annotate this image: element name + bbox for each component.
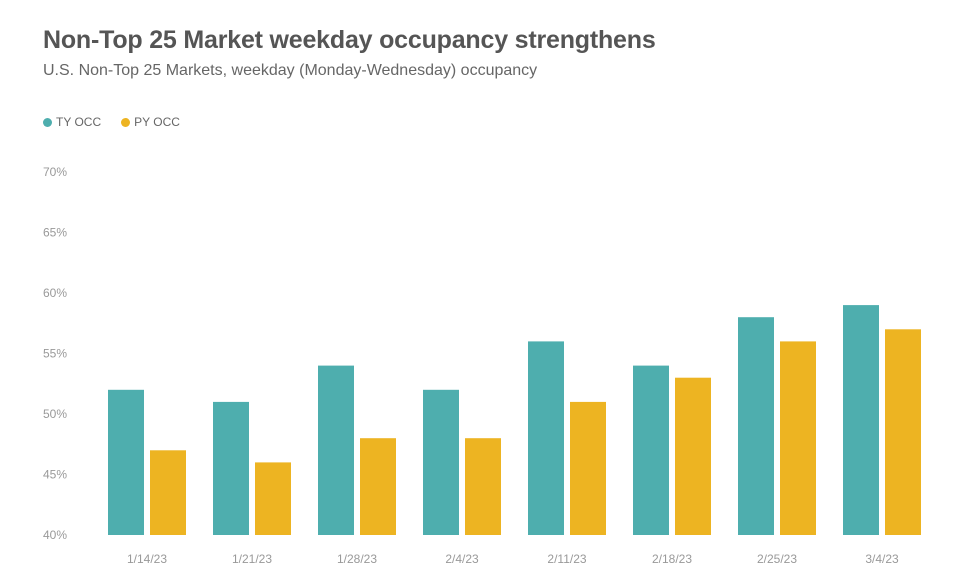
x-tick-label: 3/4/23	[865, 552, 899, 566]
y-tick-label: 60%	[43, 286, 67, 300]
bar-py-occ	[570, 401, 606, 535]
legend-label-py: PY OCC	[134, 115, 180, 129]
bar-ty-occ	[423, 389, 459, 535]
y-tick-label: 70%	[43, 165, 67, 179]
legend-item-py: PY OCC	[121, 115, 180, 129]
bar-ty-occ	[633, 365, 669, 535]
legend-swatch-ty	[43, 117, 52, 127]
bar-ty-occ	[738, 317, 774, 535]
chart-legend: TY OCC PY OCC	[43, 115, 180, 129]
x-tick-label: 1/28/23	[337, 552, 377, 566]
bar-py-occ	[675, 377, 711, 535]
bar-ty-occ	[528, 341, 564, 535]
x-tick-label: 2/4/23	[445, 552, 479, 566]
bar-py-occ	[150, 450, 186, 535]
x-tick-label: 2/18/23	[652, 552, 692, 566]
legend-item-ty: TY OCC	[43, 115, 101, 129]
chart-subtitle: U.S. Non-Top 25 Markets, weekday (Monday…	[43, 62, 538, 79]
y-tick-label: 50%	[43, 407, 67, 421]
bar-py-occ	[780, 341, 816, 535]
y-tick-label: 55%	[43, 347, 67, 361]
bar-py-occ	[465, 438, 501, 535]
bar-ty-occ	[843, 305, 879, 535]
bar-ty-occ	[213, 401, 249, 535]
x-tick-label: 1/14/23	[127, 552, 167, 566]
bar-py-occ	[255, 462, 291, 535]
bar-ty-occ	[108, 389, 144, 535]
bar-ty-occ	[318, 365, 354, 535]
y-tick-label: 65%	[43, 226, 67, 240]
bar-py-occ	[360, 438, 396, 535]
y-tick-label: 45%	[43, 468, 67, 482]
legend-label-ty: TY OCC	[56, 115, 102, 129]
y-tick-label: 40%	[43, 528, 67, 542]
legend-swatch-py	[121, 117, 131, 127]
chart-title: Non-Top 25 Market weekday occupancy stre…	[43, 26, 656, 54]
x-tick-label: 1/21/23	[232, 552, 272, 566]
bar-py-occ	[885, 329, 921, 535]
x-tick-label: 2/11/23	[547, 552, 586, 566]
x-tick-label: 2/25/23	[757, 552, 797, 566]
